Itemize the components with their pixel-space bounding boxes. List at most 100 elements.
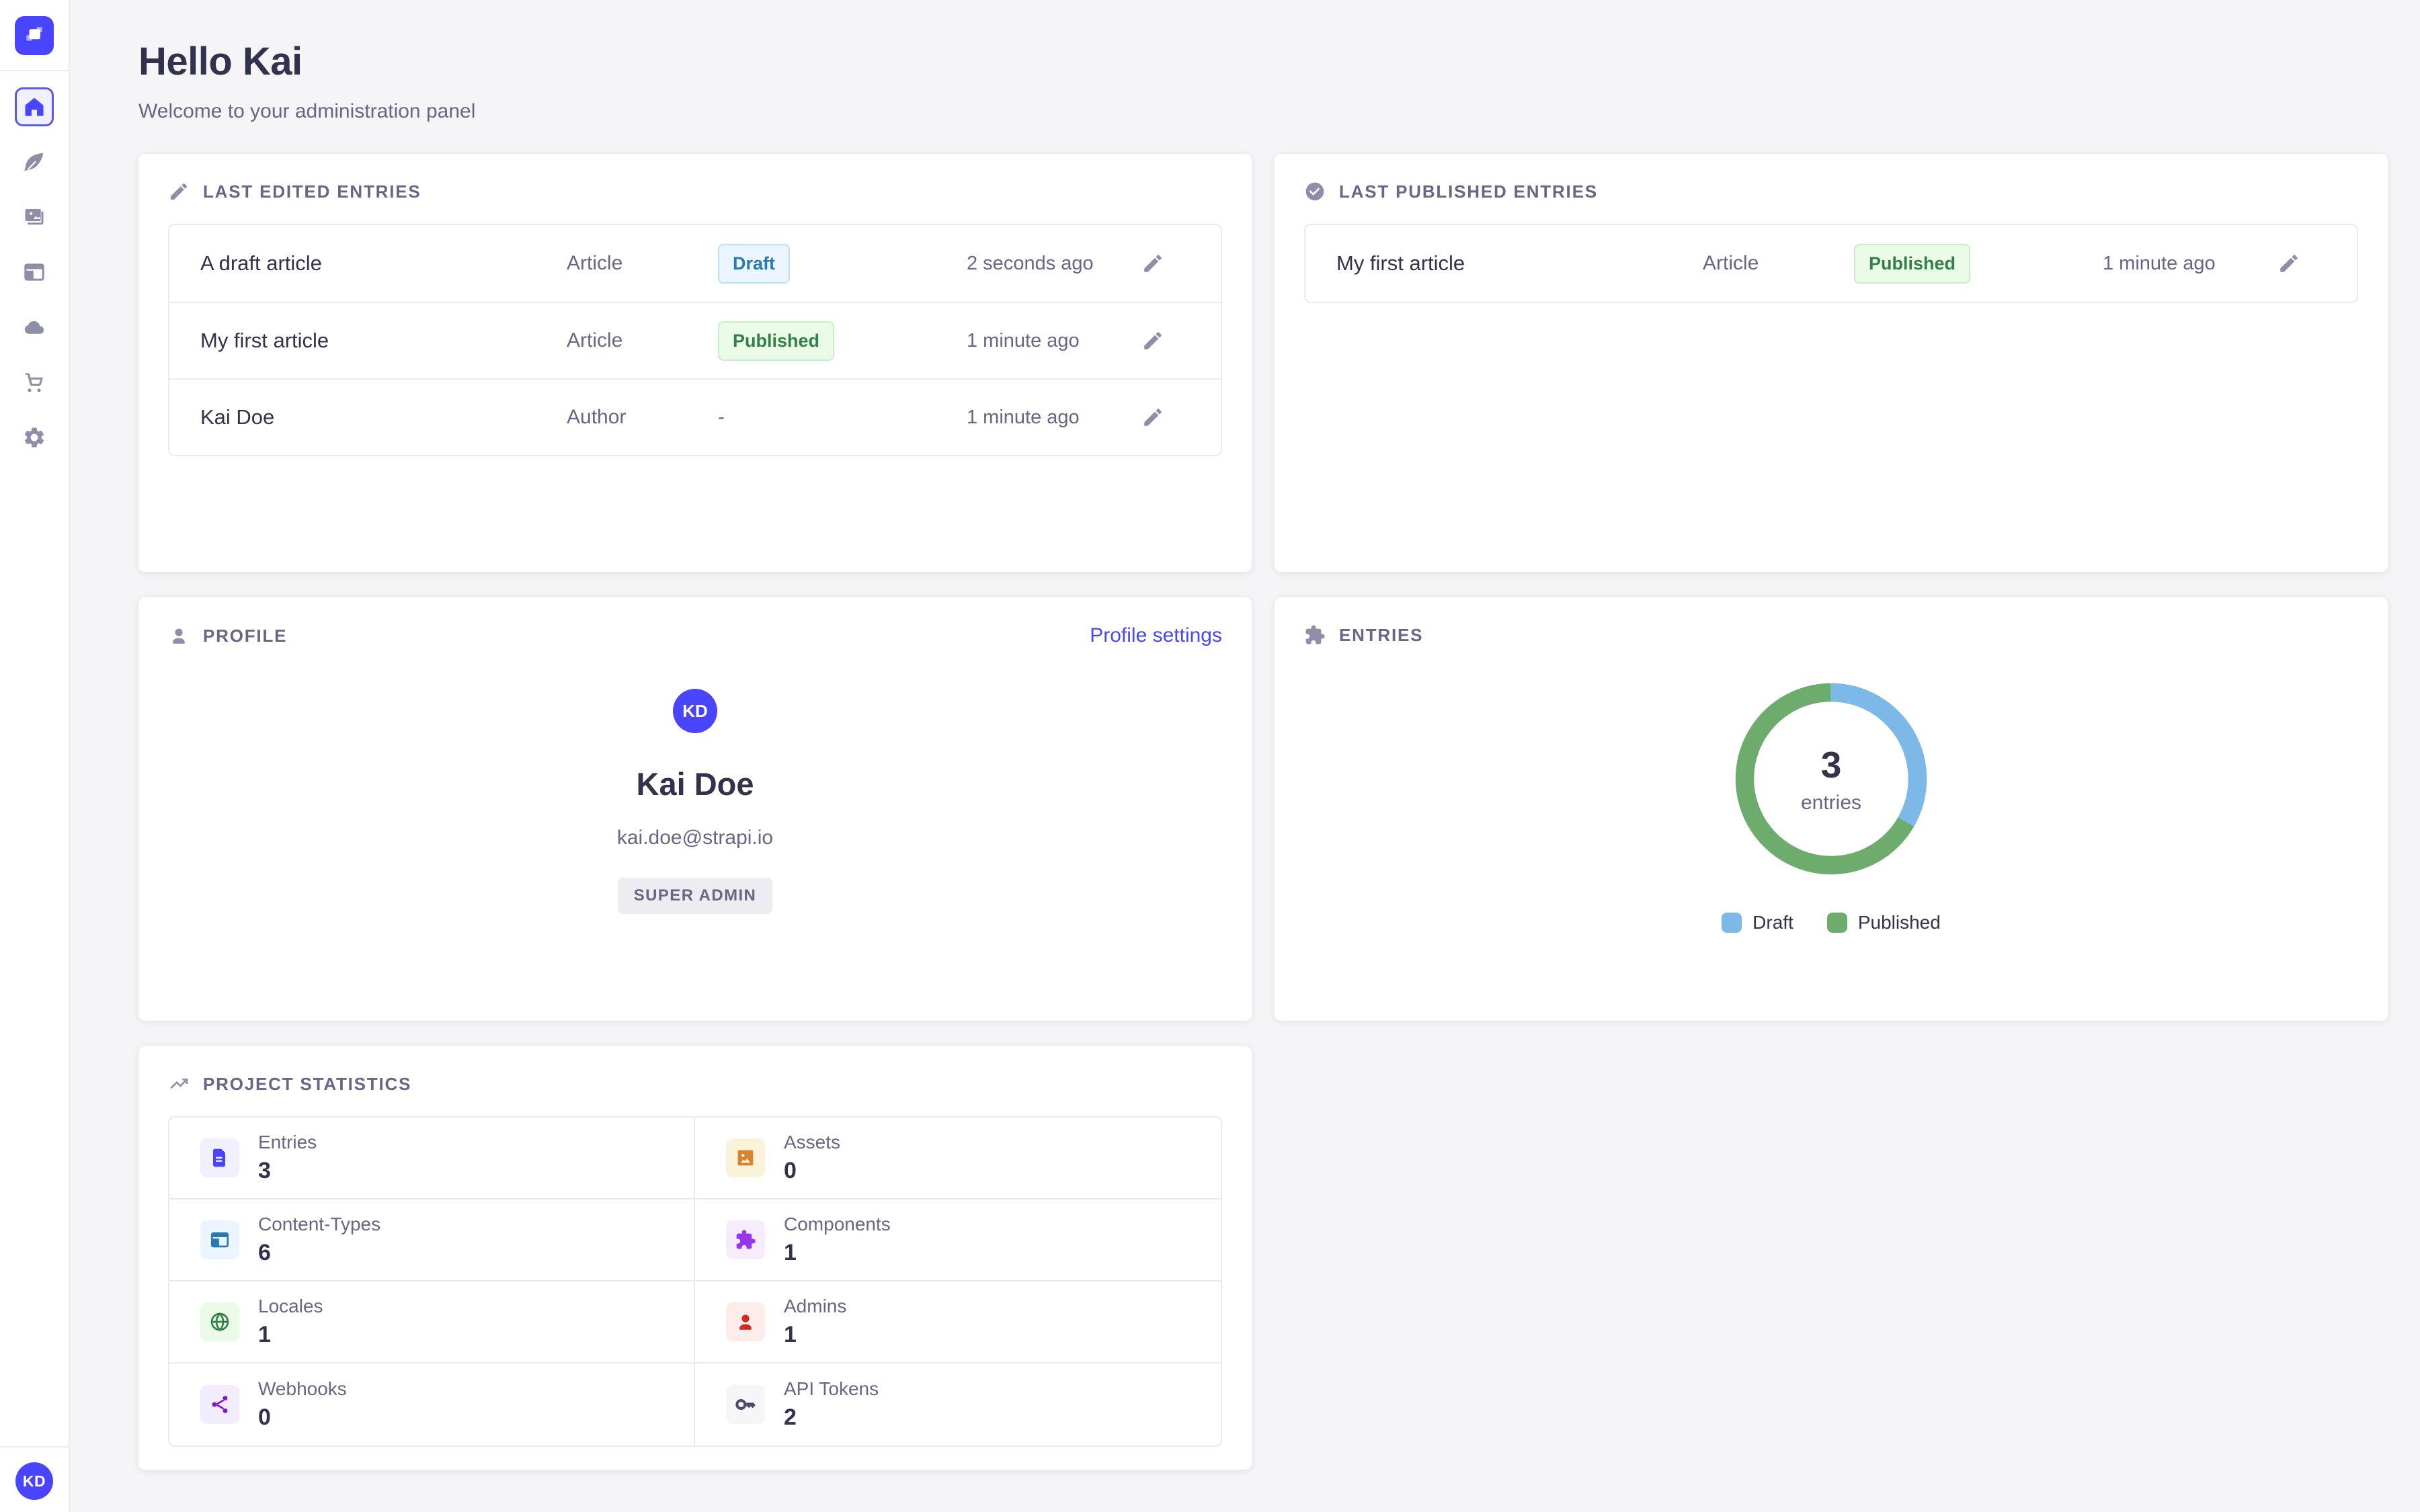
- entries-count-label: entries: [1800, 792, 1862, 814]
- stat-label: Content-Types: [258, 1214, 381, 1234]
- legend-item-draft: Draft: [1722, 912, 1793, 933]
- entry-kind: Article: [567, 252, 623, 274]
- profile-body: KD Kai Doe kai.doe@strapi.io SUPER ADMIN: [168, 689, 1222, 914]
- stat-value: 6: [258, 1240, 271, 1265]
- card-title: PROJECT STATISTICS: [203, 1073, 412, 1094]
- profile-email: kai.doe@strapi.io: [616, 827, 774, 849]
- entries-card: ENTRIES 3 entries Draft Published: [1275, 597, 2388, 1021]
- stat-value: 2: [784, 1404, 797, 1430]
- entry-title: A draft article: [200, 251, 322, 275]
- entry-title: My first article: [1336, 251, 1465, 275]
- entry-kind: Article: [567, 329, 623, 351]
- card-header: LAST EDITED ENTRIES: [168, 181, 1222, 202]
- entry-status: Draft: [718, 243, 967, 284]
- sidebar-divider: [0, 70, 69, 71]
- stat-value: 0: [258, 1404, 271, 1430]
- chart-legend: Draft Published: [1722, 912, 1941, 933]
- stat-label: Webhooks: [258, 1378, 347, 1399]
- key-icon: [726, 1385, 765, 1424]
- status-badge: Draft: [718, 243, 791, 284]
- page-header: Hello Kai Welcome to your administration…: [138, 39, 2388, 123]
- entry-status: Published: [718, 321, 967, 361]
- entry-title: Kai Doe: [200, 405, 275, 429]
- sidebar-divider: [0, 1446, 69, 1447]
- stat-value: 0: [784, 1158, 797, 1183]
- feather-icon: [24, 153, 44, 171]
- sidebar: KD: [0, 0, 70, 1512]
- pencil-icon: [1141, 329, 1164, 352]
- profile-settings-link[interactable]: Profile settings: [1090, 624, 1222, 646]
- stat-webhooks: Webhooks 0: [169, 1363, 695, 1445]
- strapi-logo[interactable]: [15, 16, 54, 55]
- donut-center: 3 entries: [1733, 681, 1929, 877]
- user-avatar[interactable]: KD: [15, 1462, 53, 1500]
- strapi-logo-icon: [26, 27, 42, 41]
- sidebar-item-content-manager[interactable]: [15, 142, 54, 181]
- entries-chart-area: 3 entries Draft Published: [1304, 681, 2358, 933]
- entry-updated-time: 1 minute ago: [967, 406, 1080, 428]
- entry-updated-time: 1 minute ago: [967, 329, 1080, 351]
- person-icon: [726, 1302, 765, 1341]
- stat-label: Assets: [784, 1132, 841, 1152]
- cards-grid: LAST EDITED ENTRIES A draft article Artic…: [138, 154, 2388, 1470]
- sidebar-item-media-library[interactable]: [15, 198, 54, 237]
- last-published-entries-card: LAST PUBLISHED ENTRIES My first article A…: [1275, 154, 2388, 572]
- entry-title: My first article: [200, 329, 329, 352]
- table-row[interactable]: My first article Article Published 1 minute…: [169, 302, 1221, 378]
- pencil-icon: [2277, 252, 2300, 275]
- last-edited-entries-card: LAST EDITED ENTRIES A draft article Artic…: [138, 154, 1252, 572]
- stat-assets: Assets 0: [695, 1118, 1221, 1200]
- sidebar-item-settings[interactable]: [15, 418, 54, 457]
- stat-admins: Admins 1: [695, 1282, 1221, 1363]
- card-title: LAST EDITED ENTRIES: [203, 181, 421, 202]
- sidebar-item-deploy[interactable]: [15, 308, 54, 347]
- person-icon: [168, 625, 190, 646]
- cloud-icon: [24, 321, 44, 334]
- gear-icon: [24, 427, 44, 448]
- pencil-icon: [1141, 252, 1164, 275]
- entry-kind: Author: [567, 406, 627, 428]
- last-edited-table: A draft article Article Draft 2 seconds ago…: [168, 224, 1222, 456]
- stat-entries: Entries 3: [169, 1118, 695, 1200]
- table-row[interactable]: Kai Doe Author - 1 minute ago: [169, 378, 1221, 455]
- pencil-icon: [1141, 406, 1164, 429]
- edit-entry-button[interactable]: [1141, 252, 1164, 275]
- stat-value: 1: [258, 1322, 271, 1347]
- legend-label: Published: [1857, 912, 1941, 933]
- table-row[interactable]: My first article Article Published 1 minute…: [1305, 225, 2357, 302]
- stat-content-types: Content-Types 6: [169, 1200, 695, 1282]
- card-title: PROFILE: [203, 625, 288, 646]
- sidebar-item-content-type-builder[interactable]: [15, 253, 54, 292]
- entries-donut-chart: 3 entries: [1733, 681, 1929, 877]
- trend-up-icon: [168, 1073, 190, 1095]
- page-subtitle: Welcome to your administration panel: [138, 100, 476, 122]
- stat-value: 3: [258, 1158, 271, 1183]
- entry-status: -: [718, 406, 967, 429]
- sidebar-item-marketplace[interactable]: [15, 363, 54, 402]
- stat-value: 1: [784, 1322, 797, 1347]
- edit-entry-button[interactable]: [1141, 406, 1164, 429]
- sidebar-footer: KD: [0, 1446, 69, 1512]
- globe-icon: [200, 1302, 239, 1341]
- stat-locales: Locales 1: [169, 1282, 695, 1363]
- edit-entry-button[interactable]: [2277, 252, 2300, 275]
- stats-grid: Entries 3 Assets 0 Content-Types 6 Components 1…: [168, 1116, 1222, 1447]
- table-row[interactable]: A draft article Article Draft 2 seconds ago: [169, 225, 1221, 302]
- sidebar-item-home[interactable]: [15, 87, 54, 126]
- check-circle-icon: [1304, 181, 1326, 202]
- pencil-icon: [168, 181, 190, 202]
- card-header: PROFILE Profile settings: [168, 624, 1222, 647]
- card-header: LAST PUBLISHED ENTRIES: [1304, 181, 2358, 202]
- image-icon: [726, 1138, 765, 1177]
- webhook-icon: [200, 1385, 239, 1424]
- profile-card: PROFILE Profile settings KD Kai Doe kai.…: [138, 597, 1252, 1021]
- legend-item-published: Published: [1826, 912, 1941, 933]
- project-statistics-card: PROJECT STATISTICS Entries 3 Assets 0 Conten…: [138, 1046, 1252, 1470]
- document-icon: [200, 1138, 239, 1177]
- status-empty: -: [718, 406, 725, 428]
- stat-label: API Tokens: [784, 1378, 879, 1399]
- edit-entry-button[interactable]: [1141, 329, 1164, 352]
- entries-count: 3: [1820, 744, 1842, 786]
- sidebar-nav: [15, 71, 54, 1446]
